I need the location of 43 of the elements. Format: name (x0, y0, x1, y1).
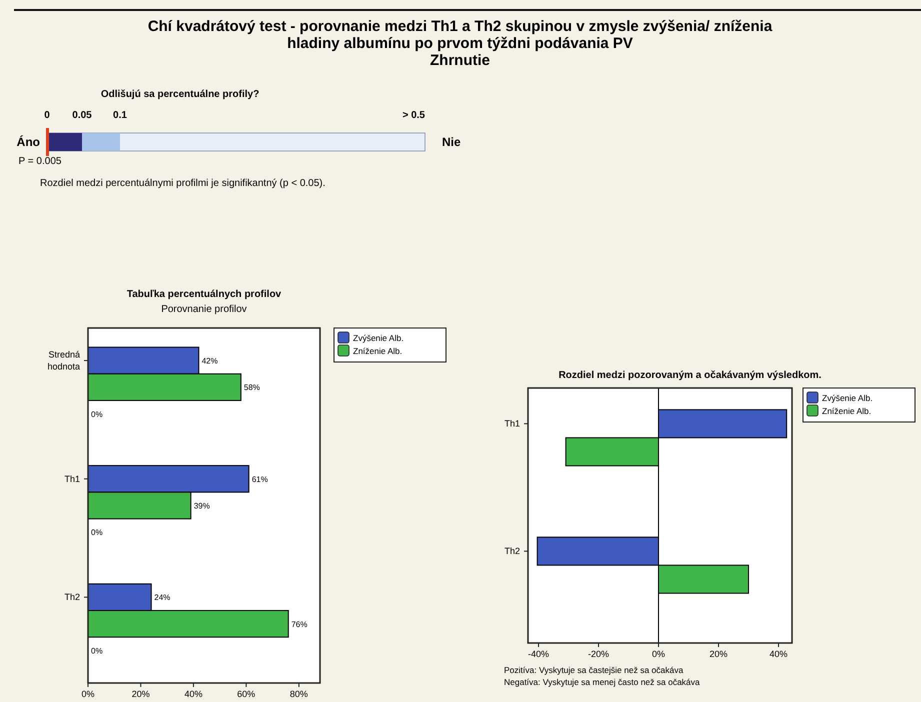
x-tick-label: 0% (652, 649, 666, 659)
data-label: 0% (91, 410, 103, 419)
x-tick-label: 60% (237, 689, 256, 699)
data-label: 58% (244, 383, 260, 392)
legend-label: Zníženie Alb. (822, 406, 872, 416)
data-label: 42% (202, 356, 218, 366)
text: Negatíva: Vyskytuje sa menej často než sa očakáva (504, 677, 700, 687)
y-tick-label: Th1 (64, 474, 80, 484)
text: P = 0.005 (18, 156, 62, 167)
chart-title: Tabuľka percentuálnych profilov (126, 289, 282, 300)
text: 0.1 (113, 110, 128, 121)
data-label: 24% (154, 593, 170, 602)
data-label: 61% (252, 474, 268, 484)
text: Odlišujú sa percentuálne profily? (100, 89, 260, 100)
data-label: 76% (291, 620, 308, 629)
text: Pozitíva: Vyskytuje sa častejšie než sa očakáva (504, 665, 684, 675)
text: 0 (44, 110, 50, 121)
chart-subtitle: Porovnanie profilov (161, 304, 247, 315)
x-tick-label: 20% (709, 649, 728, 659)
legend-label: Zníženie Alb. (353, 346, 402, 356)
x-tick-label: -20% (588, 649, 610, 659)
x-tick-label: 40% (184, 689, 202, 699)
y-tick-label: Th2 (504, 546, 520, 556)
y-tick-label: Th1 (504, 418, 520, 429)
y-tick-label: Stredná hodnota (47, 350, 80, 372)
x-tick-label: -40% (528, 649, 550, 659)
x-tick-label: 0% (81, 689, 95, 699)
legend-label: Zvýšenie Alb. (822, 393, 873, 403)
legend-label: Zvýšenie Alb. (353, 333, 404, 343)
chart-title: Rozdiel medzi pozorovaným a očakávaným výsledkom. (558, 370, 822, 381)
text: Nie (442, 135, 461, 149)
text: 0.05 (72, 110, 92, 121)
y-tick-label: Th2 (64, 592, 80, 602)
text: Chí kvadrátový test - porovnanie medzi Th1 a Th2 skupinou v zmysle zvýšenia/ zníženia hladiny albumínu po prvom týždni podávania PV (148, 18, 773, 52)
text: Zhrnutie (430, 52, 490, 69)
x-tick-label: 40% (769, 649, 788, 659)
x-tick-label: 80% (290, 689, 308, 699)
text: Rozdiel medzi percentuálnymi profilmi je signifikantný (p < 0.05). (40, 178, 326, 189)
text: > 0.5 (402, 110, 426, 121)
data-label: 39% (194, 502, 210, 510)
x-tick-label: 20% (132, 689, 150, 699)
text: Áno (16, 135, 40, 149)
data-label: 0% (91, 528, 103, 538)
